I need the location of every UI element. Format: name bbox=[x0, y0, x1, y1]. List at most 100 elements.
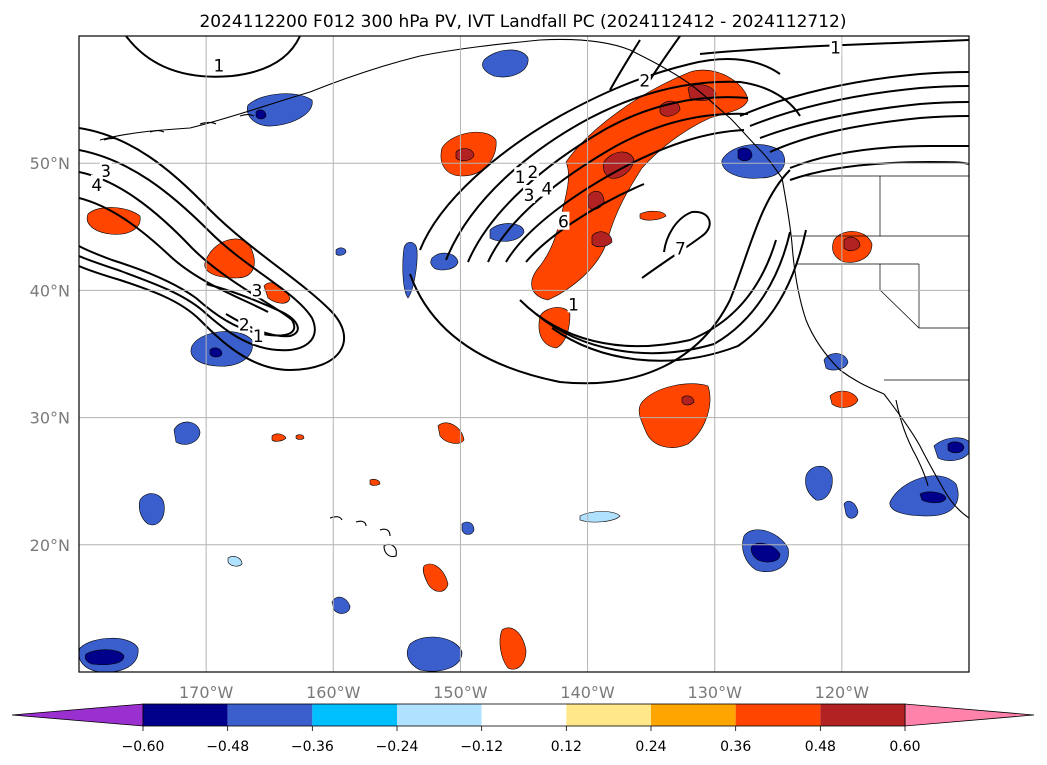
contour-label-background bbox=[523, 185, 536, 203]
latitude-tick-label: 40°N bbox=[30, 281, 70, 300]
pos-anomaly-center bbox=[437, 422, 465, 444]
pv-contour-1-ne bbox=[699, 39, 969, 55]
colorbar-tick-label: −0.24 bbox=[376, 739, 419, 755]
contour-label-background bbox=[557, 211, 570, 230]
longitude-tick-label: 170°W bbox=[179, 683, 234, 702]
pos-anomaly-small-3 bbox=[295, 434, 305, 440]
pos-anomaly-south-1 bbox=[422, 563, 449, 592]
contour-label: 3 bbox=[524, 186, 535, 206]
pv-ridge-6 bbox=[525, 183, 645, 263]
contour-label: 1 bbox=[253, 327, 264, 347]
neg-anomaly-blob-a bbox=[173, 421, 201, 445]
figure-title: 2024112200 F012 300 hPa PV, IVT Landfall… bbox=[199, 12, 846, 32]
pv-east-3 bbox=[749, 85, 969, 127]
latitude-tick-labels: 20°N 30°N 40°N 50°N bbox=[30, 154, 70, 555]
graticule bbox=[79, 36, 969, 672]
pv-north-2 bbox=[609, 39, 641, 91]
contour-label: 2 bbox=[639, 72, 650, 92]
contour-label: 1 bbox=[213, 56, 224, 76]
contour-label: 2 bbox=[527, 163, 538, 183]
colorbar-extend-low bbox=[11, 703, 144, 727]
contour-label-background bbox=[252, 326, 265, 345]
colorbar-tick-label: 0.12 bbox=[551, 739, 582, 755]
pos-core-1 bbox=[602, 151, 635, 179]
coastlines bbox=[99, 38, 969, 558]
colorbar-segment bbox=[820, 704, 905, 726]
pv-ridge-5 bbox=[505, 129, 745, 263]
pos-anomaly-west-1 bbox=[204, 238, 255, 279]
contour-label: 4 bbox=[541, 180, 552, 200]
pos-anomaly-south-2 bbox=[499, 627, 527, 670]
colorbar-tick-label: −0.48 bbox=[206, 739, 249, 755]
pv-trough-2 bbox=[535, 231, 791, 355]
longitude-tick-label: 130°W bbox=[688, 683, 743, 702]
neg-core-sw bbox=[84, 649, 125, 666]
longitude-tick-label: 160°W bbox=[306, 683, 361, 702]
nv-ca-border bbox=[879, 264, 969, 329]
map-frame bbox=[78, 35, 970, 673]
pos-anomaly-small-2 bbox=[271, 433, 287, 442]
neg-anomaly-bc-coast bbox=[721, 144, 786, 179]
contour-label-background bbox=[526, 162, 539, 181]
contour-label-background bbox=[638, 70, 651, 89]
neg-anomaly-small-4 bbox=[335, 247, 347, 256]
us-west-coast bbox=[781, 177, 885, 395]
aleutian-islands bbox=[103, 113, 255, 141]
neg-core-hawaii bbox=[209, 347, 223, 358]
contour-label-background bbox=[567, 294, 580, 313]
latitude-tick-label: 30°N bbox=[30, 409, 70, 428]
pv-trough-3 bbox=[551, 229, 807, 362]
neg-anomaly-central-1 bbox=[402, 241, 418, 299]
neg-anomaly-small-3 bbox=[843, 500, 859, 519]
contour-label-background bbox=[238, 314, 251, 333]
contour-label-background bbox=[99, 160, 112, 179]
pos-core-6 bbox=[455, 148, 475, 162]
longitude-tick-label: 150°W bbox=[433, 683, 488, 702]
baja-peninsula bbox=[895, 399, 929, 487]
pos-core-3 bbox=[591, 231, 613, 248]
colorbar-tick-label: −0.60 bbox=[122, 739, 165, 755]
ivt-shading bbox=[79, 49, 969, 672]
pv-contour-4-west bbox=[79, 197, 269, 313]
alaska-coast bbox=[99, 38, 731, 141]
pos-anomaly-small-1 bbox=[639, 210, 667, 221]
contour-label-background bbox=[540, 178, 553, 197]
hawaii-islands bbox=[329, 516, 397, 558]
neg-core-mexico-east bbox=[947, 441, 965, 454]
pos-core-7 bbox=[843, 236, 861, 252]
contour-label: 2 bbox=[239, 316, 250, 336]
neg-core-bering bbox=[255, 109, 267, 120]
colorbar-segment bbox=[312, 704, 397, 726]
colorbar-tick-label: −0.12 bbox=[460, 739, 503, 755]
pv-ridge-1 bbox=[419, 58, 781, 251]
colorbar-segment bbox=[651, 704, 736, 726]
neg-anomaly-south-central bbox=[407, 636, 463, 672]
contour-label: 7 bbox=[675, 239, 686, 259]
pv-east-6 bbox=[789, 160, 969, 181]
longitude-tick-label: 120°W bbox=[815, 683, 870, 702]
colorbar-segment bbox=[566, 704, 651, 726]
pos-anomaly-west-2 bbox=[263, 282, 291, 304]
pv-contour-2-west bbox=[79, 149, 316, 352]
neg-anomaly-small-2 bbox=[461, 521, 475, 535]
pv-ridge-outer bbox=[409, 169, 791, 385]
pv-trough-1 bbox=[519, 239, 777, 348]
contour-label: 4 bbox=[91, 176, 102, 196]
contour-label: 1 bbox=[830, 38, 841, 58]
longitude-tick-label: 140°W bbox=[560, 683, 615, 702]
contour-label: 1 bbox=[515, 168, 526, 188]
neg-anomaly-gulf-north bbox=[482, 49, 529, 78]
colorbar-tick-label: 0.36 bbox=[720, 739, 751, 755]
pos-anomaly-baja bbox=[829, 390, 859, 408]
light-blue-1 bbox=[227, 556, 243, 567]
pv-ridge-4 bbox=[487, 112, 749, 263]
colorbar-tick-label: 0.24 bbox=[635, 739, 666, 755]
pos-core-8 bbox=[681, 395, 695, 406]
neg-anomaly-small-1 bbox=[331, 596, 351, 614]
state-borders bbox=[792, 175, 969, 381]
pv-inner-7 bbox=[641, 210, 711, 279]
neg-core-bc bbox=[737, 147, 753, 162]
colorbar-tick-label: −0.36 bbox=[291, 739, 334, 755]
pv-ridge-3 bbox=[467, 96, 749, 263]
